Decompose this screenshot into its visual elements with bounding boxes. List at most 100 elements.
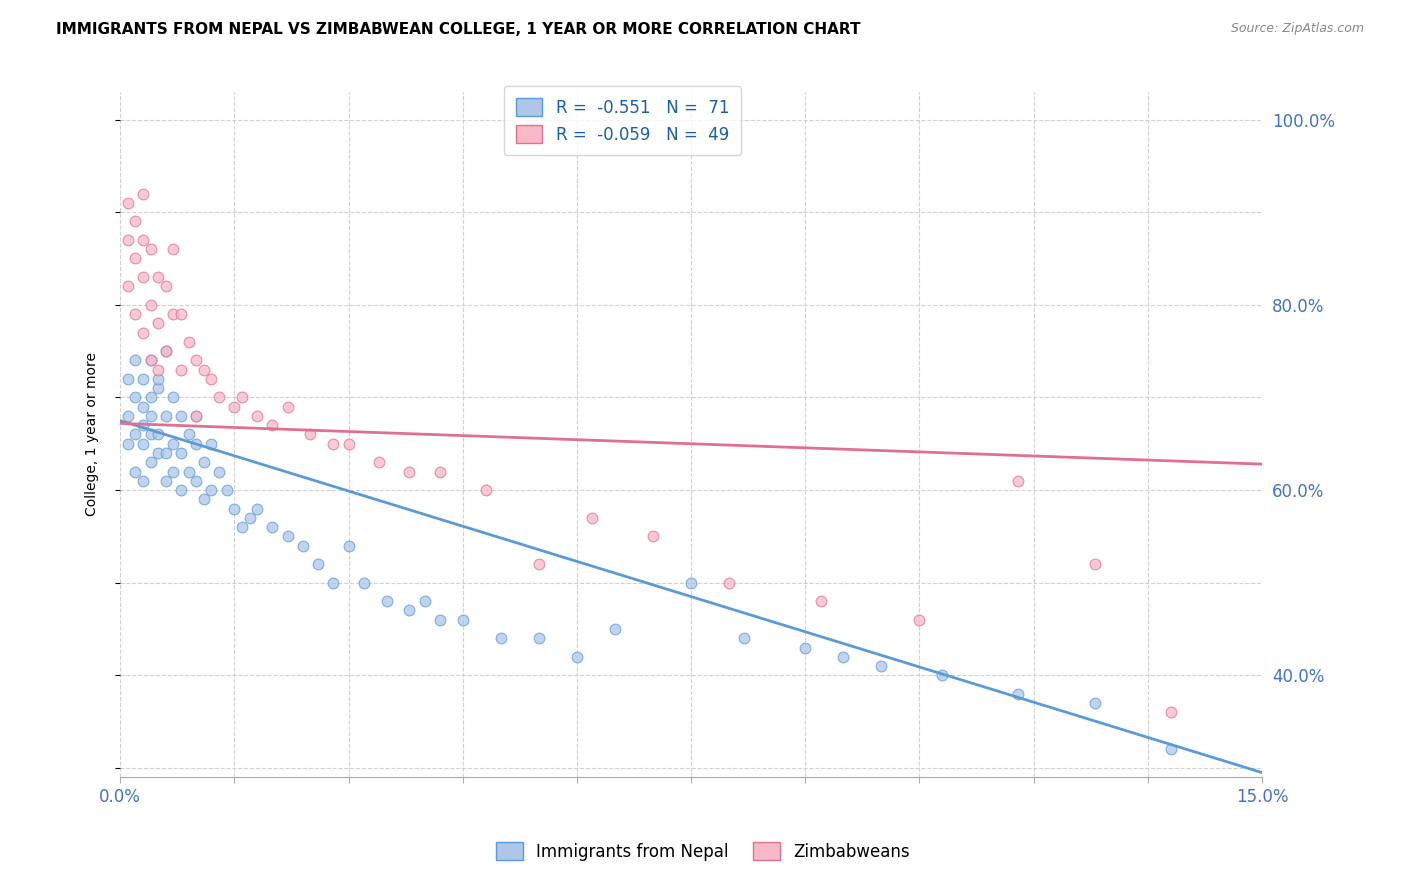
Point [375,594,398,608]
Point [193,492,215,507]
Point [177,427,200,442]
Point [155,446,177,460]
Point [148,446,170,460]
Text: IMMIGRANTS FROM NEPAL VS ZIMBABWEAN COLLEGE, 1 YEAR OR MORE CORRELATION CHART: IMMIGRANTS FROM NEPAL VS ZIMBABWEAN COLL… [56,22,860,37]
Point [117,233,139,247]
Point [451,613,474,627]
Point [231,520,253,534]
Point [307,557,329,571]
Point [155,344,177,359]
Point [193,362,215,376]
Point [832,649,855,664]
Point [565,649,588,664]
Point [155,409,177,423]
Point [1007,474,1029,488]
Point [224,501,246,516]
Point [208,391,231,405]
Point [132,270,155,285]
Point [124,252,146,266]
Point [291,539,314,553]
Point [117,372,139,386]
Point [139,242,162,256]
Point [353,575,375,590]
Point [170,409,193,423]
Point [398,603,420,617]
Point [124,307,146,321]
Point [132,418,155,433]
Point [429,465,451,479]
Point [262,520,284,534]
Point [322,436,344,450]
Point [733,632,755,646]
Point [581,511,603,525]
Point [170,362,193,376]
Point [208,465,231,479]
Point [148,362,170,376]
Point [870,659,893,673]
Point [155,344,177,359]
Point [139,427,162,442]
Point [1007,687,1029,701]
Text: Source: ZipAtlas.com: Source: ZipAtlas.com [1230,22,1364,36]
Point [139,455,162,469]
Point [148,316,170,330]
Point [215,483,238,497]
Point [718,575,741,590]
Point [224,400,246,414]
Point [231,391,253,405]
Point [681,575,703,590]
Point [299,427,322,442]
Point [908,613,931,627]
Point [117,195,139,210]
Point [148,427,170,442]
Point [603,622,626,636]
Point [170,307,193,321]
Point [155,279,177,293]
Point [139,409,162,423]
Point [117,409,139,423]
Point [132,186,155,201]
Point [1083,696,1105,710]
Point [132,233,155,247]
Point [177,334,200,349]
Point [186,474,208,488]
Point [186,353,208,368]
Point [186,409,208,423]
Legend: R =  -0.551   N =  71, R =  -0.059   N =  49: R = -0.551 N = 71, R = -0.059 N = 49 [505,87,741,155]
Point [810,594,832,608]
Point [148,372,170,386]
Point [170,446,193,460]
Point [177,465,200,479]
Point [124,427,146,442]
Point [277,400,299,414]
Point [246,501,269,516]
Legend: Immigrants from Nepal, Zimbabweans: Immigrants from Nepal, Zimbabweans [489,836,917,868]
Point [139,353,162,368]
Point [238,511,260,525]
Y-axis label: College, 1 year or more: College, 1 year or more [86,352,100,516]
Point [1160,706,1182,720]
Point [398,465,420,479]
Point [186,409,208,423]
Point [132,326,155,340]
Point [132,372,155,386]
Point [124,391,146,405]
Point [368,455,391,469]
Point [794,640,817,655]
Point [429,613,451,627]
Point [162,436,184,450]
Point [200,483,222,497]
Point [124,465,146,479]
Point [200,372,222,386]
Point [117,436,139,450]
Point [124,353,146,368]
Point [117,279,139,293]
Point [474,483,496,497]
Point [262,418,284,433]
Point [132,474,155,488]
Point [337,539,360,553]
Point [139,353,162,368]
Point [277,529,299,543]
Point [186,436,208,450]
Point [139,298,162,312]
